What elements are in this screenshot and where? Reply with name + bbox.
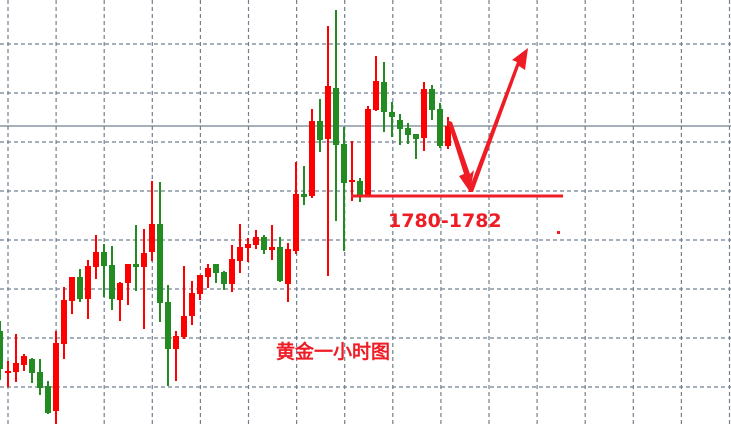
- candle-body: [373, 81, 379, 110]
- candle-body: [261, 237, 267, 250]
- up-arrow: [468, 48, 528, 192]
- candle-body: [133, 264, 139, 267]
- down-arrow: [447, 120, 474, 192]
- candle-body: [101, 252, 107, 266]
- candle-body: [277, 247, 283, 281]
- candle-body: [341, 144, 347, 183]
- candle-body: [5, 371, 11, 373]
- candle-body: [429, 89, 435, 110]
- candle-body: [29, 359, 35, 373]
- candle-body: [213, 264, 219, 273]
- marker-dot: [557, 231, 560, 234]
- candle-body: [237, 247, 243, 261]
- candle-body: [205, 268, 211, 277]
- candle-body: [0, 331, 3, 369]
- candle-body: [77, 277, 83, 299]
- candle-body: [349, 180, 355, 182]
- candle-body: [197, 275, 203, 294]
- candle-body: [45, 386, 51, 413]
- candle-body: [165, 302, 171, 349]
- candle-body: [37, 372, 43, 388]
- candle-body: [365, 109, 371, 196]
- candle-body: [53, 343, 59, 411]
- candle-body: [325, 86, 331, 139]
- candle-body: [229, 259, 235, 284]
- candle-body: [413, 134, 419, 139]
- candle-body: [437, 109, 443, 146]
- candle-body: [189, 293, 195, 316]
- candle-body: [301, 194, 307, 197]
- candle-body: [181, 316, 187, 337]
- candle-body: [109, 265, 115, 299]
- candle-body: [85, 266, 91, 299]
- candle-body: [253, 237, 259, 245]
- candle-body: [157, 224, 163, 303]
- candle-body: [141, 253, 147, 267]
- candle-body: [173, 336, 179, 349]
- candle-body: [293, 194, 299, 251]
- candle-body: [245, 244, 251, 248]
- candle-body: [389, 112, 395, 117]
- support-label: 1780-1782: [388, 210, 502, 232]
- candle-body: [125, 264, 131, 283]
- candle-body: [357, 181, 363, 196]
- chart-title: 黄金一小时图: [276, 341, 391, 363]
- candle-body: [269, 247, 275, 250]
- candle-body: [445, 126, 451, 146]
- candle-body: [309, 121, 315, 196]
- candle-body: [221, 272, 227, 284]
- candle-body: [285, 249, 291, 284]
- candle-body: [21, 356, 27, 365]
- candle-body: [61, 300, 67, 344]
- candle-body: [117, 283, 123, 300]
- candle-body: [13, 363, 19, 372]
- candle-body: [381, 82, 387, 112]
- candle-body: [333, 88, 339, 145]
- candle-body: [317, 121, 323, 140]
- candle-body: [397, 120, 403, 129]
- candle-body: [149, 224, 155, 252]
- candle-body: [69, 277, 75, 301]
- candle-body: [405, 128, 411, 135]
- candle-body: [421, 89, 427, 138]
- candle-body: [93, 252, 99, 267]
